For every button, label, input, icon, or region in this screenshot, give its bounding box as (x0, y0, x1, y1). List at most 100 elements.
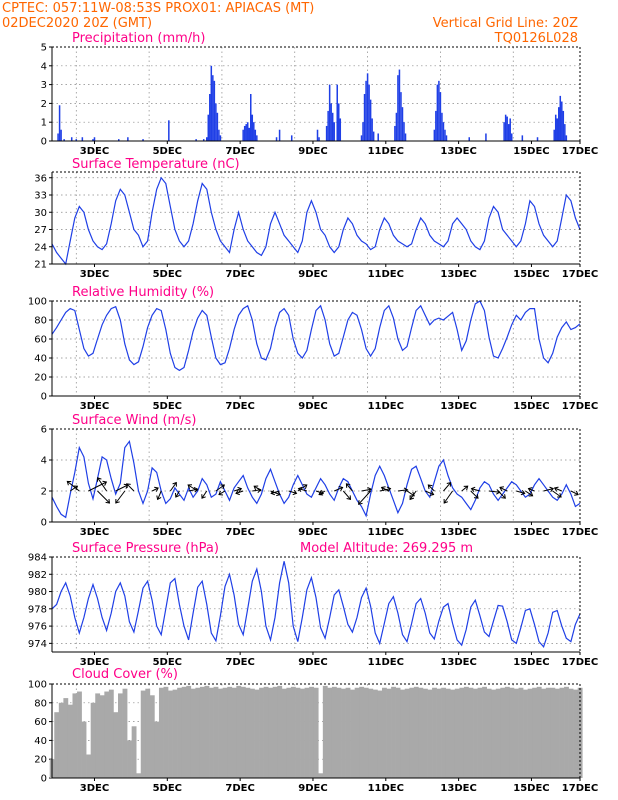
precip-bar (206, 137, 208, 141)
temp-series-line (51, 176, 581, 266)
wind-vector-head (346, 495, 352, 501)
wind-vector-head (409, 495, 415, 501)
precip-bar (360, 135, 363, 141)
wind-vector-head (270, 489, 276, 496)
cloud-xtick-label: 3DEC (80, 783, 109, 794)
wind-ytick-label: 4 (41, 456, 47, 467)
precip-title: Precipitation (mm/h) (72, 31, 205, 46)
cloud-bar (136, 773, 142, 778)
wind-vector-arrow (66, 481, 80, 492)
cloud-bar (186, 685, 192, 778)
cloud-ytick-label: 60 (34, 717, 47, 728)
cloud-ytick-label: 100 (28, 680, 47, 691)
wind-vector-head (367, 487, 372, 493)
wind-vector-arrow (201, 490, 208, 499)
cloud-bar (436, 688, 442, 778)
precip-bar (439, 92, 442, 141)
cloud-bar (290, 686, 296, 778)
wind-vector-arrow (187, 484, 198, 492)
precip-bar (212, 75, 214, 141)
wind-vector-head (105, 498, 111, 504)
rh-ytick-label: 100 (28, 297, 47, 308)
cloud-bar (168, 690, 173, 778)
header-run-time: 02DEC2020 20Z (GMT) (2, 16, 152, 31)
wind-vector-head (318, 490, 324, 496)
wind-vector-head (446, 481, 452, 487)
wind-vector-arrow (235, 490, 244, 494)
precip-bar (509, 118, 511, 141)
precip-bar (398, 69, 401, 141)
wind-vector-head (253, 485, 259, 491)
precip-bar (394, 125, 396, 141)
cloud-bar (118, 693, 123, 778)
temp-ytick-label: 33 (34, 191, 47, 202)
cloud-bar (545, 687, 551, 778)
wind-vector-head (499, 486, 504, 492)
cloud-bar (300, 688, 305, 778)
wind-vector-head (549, 486, 555, 493)
cloud-bar (509, 687, 515, 778)
wind-vector-arrow (528, 488, 535, 492)
wind-vector-arrow (233, 488, 242, 492)
rh-xtick-label: 7DEC (225, 401, 254, 412)
wind-vector-head (115, 498, 120, 504)
pres-ytick-label: 974 (28, 639, 47, 650)
precip-bar (559, 95, 562, 141)
temp-ytick-label: 30 (34, 208, 47, 219)
precip-bar (397, 75, 399, 141)
wind-vector-arrow (342, 490, 351, 500)
precip-bar (506, 116, 508, 141)
wind-vector-arrow (97, 477, 108, 492)
precip-bar (290, 135, 293, 141)
precip-bar (558, 107, 560, 141)
precip-bar (554, 114, 557, 141)
precip-bar (209, 94, 211, 141)
cloud-bar (432, 687, 437, 778)
rh-ytick-label: 40 (34, 354, 47, 365)
temp-ytick-label: 36 (34, 173, 47, 184)
pres-xtick-label: 13DEC (440, 657, 476, 668)
wind-vector-arrow (552, 490, 562, 498)
precip-bar (403, 122, 405, 141)
pres-ytick-label: 982 (28, 570, 47, 581)
precip-ytick-label: 4 (41, 61, 47, 72)
wind-vector-arrow (543, 488, 554, 492)
precip-bar (168, 120, 170, 141)
cloud-bar (104, 691, 110, 778)
precip-bar (336, 84, 338, 141)
temp-xtick-label: 7DEC (225, 269, 254, 280)
cloud-bar (277, 685, 283, 778)
wind-vector-head (410, 491, 415, 497)
cloud-bar (177, 687, 183, 778)
precip-bar (401, 107, 404, 141)
wind-vector-arrow (381, 486, 390, 492)
temp-ytick-label: 27 (34, 225, 47, 236)
pres-ytick-label: 978 (28, 604, 47, 615)
precip-bar (251, 114, 254, 141)
precip-bar (245, 124, 247, 141)
precip-bar (556, 118, 558, 141)
wind-title: Surface Wind (m/s) (72, 413, 196, 428)
wind-vector-head (501, 494, 506, 499)
precip-ytick-label: 2 (41, 99, 47, 110)
precip-xtick-label: 11DEC (368, 146, 404, 157)
pres-xtick-label: 7DEC (225, 657, 254, 668)
precip-bar (330, 103, 332, 141)
wind-xtick-label: 3DEC (80, 527, 109, 538)
wind-vector-arrow (461, 485, 468, 492)
wind-vector-arrow (443, 482, 452, 492)
wind-vector-arrow (271, 490, 280, 494)
precip-bar (433, 129, 436, 141)
precip-bar (327, 110, 329, 141)
wind-vector-arrow (175, 490, 180, 498)
wind-vector-head (403, 487, 409, 493)
cloud-bar (263, 686, 269, 778)
wind-vector-head (527, 487, 533, 493)
wind-vector-head (292, 489, 298, 496)
cloud-bar (268, 687, 274, 778)
precip-bar (372, 131, 375, 141)
cloud-xtick-label: 9DEC (298, 783, 327, 794)
wind-xtick-label: 15DEC (513, 527, 549, 538)
cloud-xtick-label: 11DEC (368, 783, 404, 794)
